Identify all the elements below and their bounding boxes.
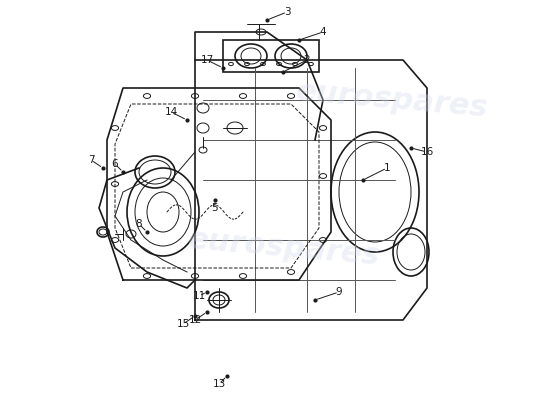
Text: 16: 16 bbox=[420, 147, 433, 157]
Text: 5: 5 bbox=[212, 203, 218, 213]
Text: 13: 13 bbox=[212, 379, 226, 389]
Text: 8: 8 bbox=[136, 219, 142, 229]
Text: 3: 3 bbox=[284, 7, 290, 17]
Text: 9: 9 bbox=[336, 287, 342, 297]
Text: 1: 1 bbox=[384, 163, 390, 173]
Text: 12: 12 bbox=[188, 315, 202, 325]
Text: eurospares: eurospares bbox=[295, 77, 490, 123]
Text: 15: 15 bbox=[177, 319, 190, 329]
Text: 6: 6 bbox=[112, 159, 118, 169]
Text: 4: 4 bbox=[320, 27, 326, 37]
Text: 11: 11 bbox=[192, 291, 206, 301]
Text: 14: 14 bbox=[164, 107, 178, 117]
Text: 7: 7 bbox=[87, 155, 94, 165]
Text: 17: 17 bbox=[200, 55, 213, 65]
Text: eurospares: eurospares bbox=[187, 225, 382, 271]
Text: 2: 2 bbox=[304, 55, 310, 65]
